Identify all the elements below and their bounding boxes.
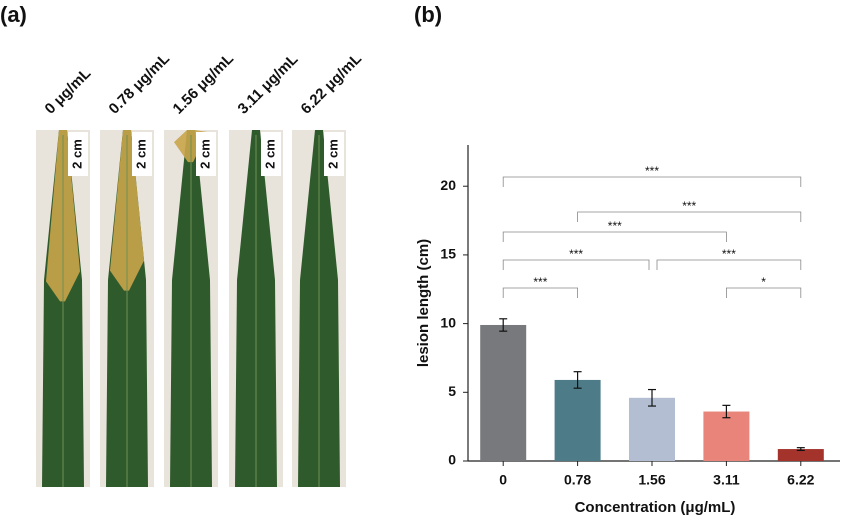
concentration-label: 0.78 μg/mL — [106, 50, 173, 117]
scale-box — [261, 132, 281, 176]
bar — [703, 411, 750, 461]
panel-label: (b) — [414, 2, 442, 27]
concentration-label: 0 μg/mL — [42, 65, 95, 118]
y-tick-label: 5 — [448, 383, 456, 399]
significance-bracket — [502, 259, 650, 270]
scale-label: 2 cm — [325, 139, 340, 169]
bar — [554, 379, 601, 461]
y-tick-label: 0 — [448, 452, 456, 468]
scale-label: 2 cm — [262, 139, 277, 169]
bar — [777, 449, 824, 461]
bar — [480, 324, 527, 461]
error-bar — [722, 404, 731, 419]
scale-box — [324, 132, 344, 176]
significance-label: *** — [682, 199, 696, 213]
significance-bracket — [502, 176, 802, 187]
significance-bracket — [502, 231, 727, 242]
x-tick-label: 6.22 — [787, 472, 814, 488]
significance-bracket — [656, 259, 802, 270]
y-tick-label: 15 — [440, 246, 456, 262]
x-tick-label: 1.56 — [638, 472, 665, 488]
scale-label: 2 cm — [69, 139, 84, 169]
scale-box — [132, 132, 152, 176]
x-tick-label: 3.11 — [713, 472, 740, 488]
significance-bracket — [502, 287, 578, 298]
scale-box — [196, 132, 216, 176]
significance-label: *** — [569, 247, 583, 261]
significance-label: *** — [533, 275, 547, 289]
concentration-label: 1.56 μg/mL — [170, 50, 237, 117]
y-tick-label: 20 — [440, 177, 456, 193]
panel-label: (a) — [0, 2, 27, 27]
scale-label: 2 cm — [133, 139, 148, 169]
concentration-label: 6.22 μg/mL — [298, 50, 365, 117]
concentration-label: 3.11 μg/mL — [235, 51, 302, 118]
significance-label: * — [761, 275, 766, 289]
significance-label: *** — [722, 247, 736, 261]
x-tick-label: 0.78 — [564, 472, 591, 488]
significance-label: *** — [608, 219, 622, 233]
error-bar — [573, 371, 582, 389]
significance-label: *** — [645, 164, 659, 178]
error-bar — [499, 318, 508, 332]
x-axis-title: Concentration (μg/mL) — [575, 499, 736, 516]
y-tick-label: 10 — [440, 314, 456, 330]
error-bar — [796, 447, 805, 452]
significance-bracket — [726, 287, 802, 298]
significance-bracket — [577, 211, 802, 222]
x-tick-label: 0 — [499, 472, 507, 488]
error-bar — [648, 388, 656, 407]
scale-box — [68, 132, 88, 176]
y-axis-title: lesion length (cm) — [415, 239, 432, 367]
bar — [629, 397, 675, 461]
scale-label: 2 cm — [197, 139, 212, 169]
